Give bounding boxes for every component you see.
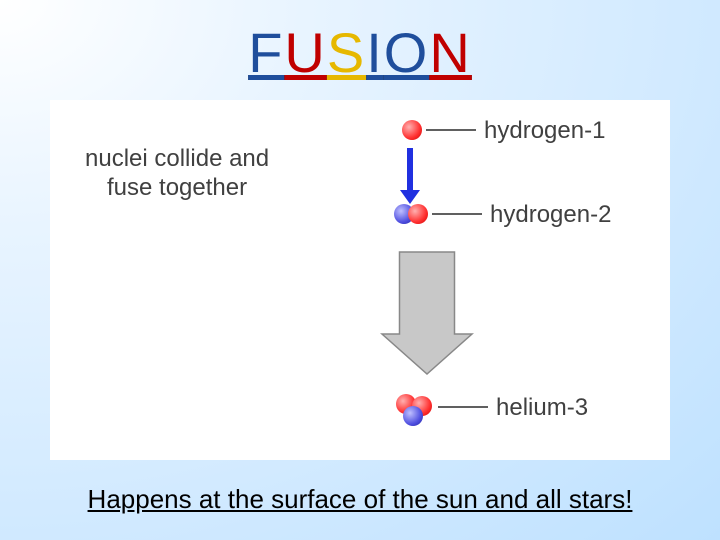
page-title: FUSION — [0, 0, 720, 85]
diagram-panel: nuclei collide and fuse together hydroge… — [50, 100, 670, 460]
side-text-line1: nuclei collide and — [85, 145, 269, 172]
h2-proton — [408, 204, 428, 224]
h1-proton — [402, 120, 422, 140]
title-letter-3: I — [366, 21, 384, 84]
side-text-line2: fuse together — [107, 174, 247, 201]
title-letter-0: F — [248, 21, 284, 84]
side-text: nuclei collide and fuse together — [85, 145, 269, 203]
h1-connector — [426, 129, 476, 131]
h1-label: hydrogen-1 — [484, 117, 605, 145]
he3-connector — [438, 406, 488, 408]
he3-neutron — [403, 406, 423, 426]
he3-label: helium-3 — [496, 394, 588, 422]
title-letter-5: N — [429, 21, 471, 84]
title-letter-1: U — [284, 21, 326, 84]
title-letter-2: S — [327, 21, 366, 84]
h2-connector — [432, 213, 482, 215]
h2-label: hydrogen-2 — [490, 201, 611, 229]
title-letter-4: O — [384, 21, 430, 84]
arrow-2 — [380, 250, 474, 378]
caption-text: Happens at the surface of the sun and al… — [0, 484, 720, 515]
arrow-1 — [398, 148, 422, 208]
